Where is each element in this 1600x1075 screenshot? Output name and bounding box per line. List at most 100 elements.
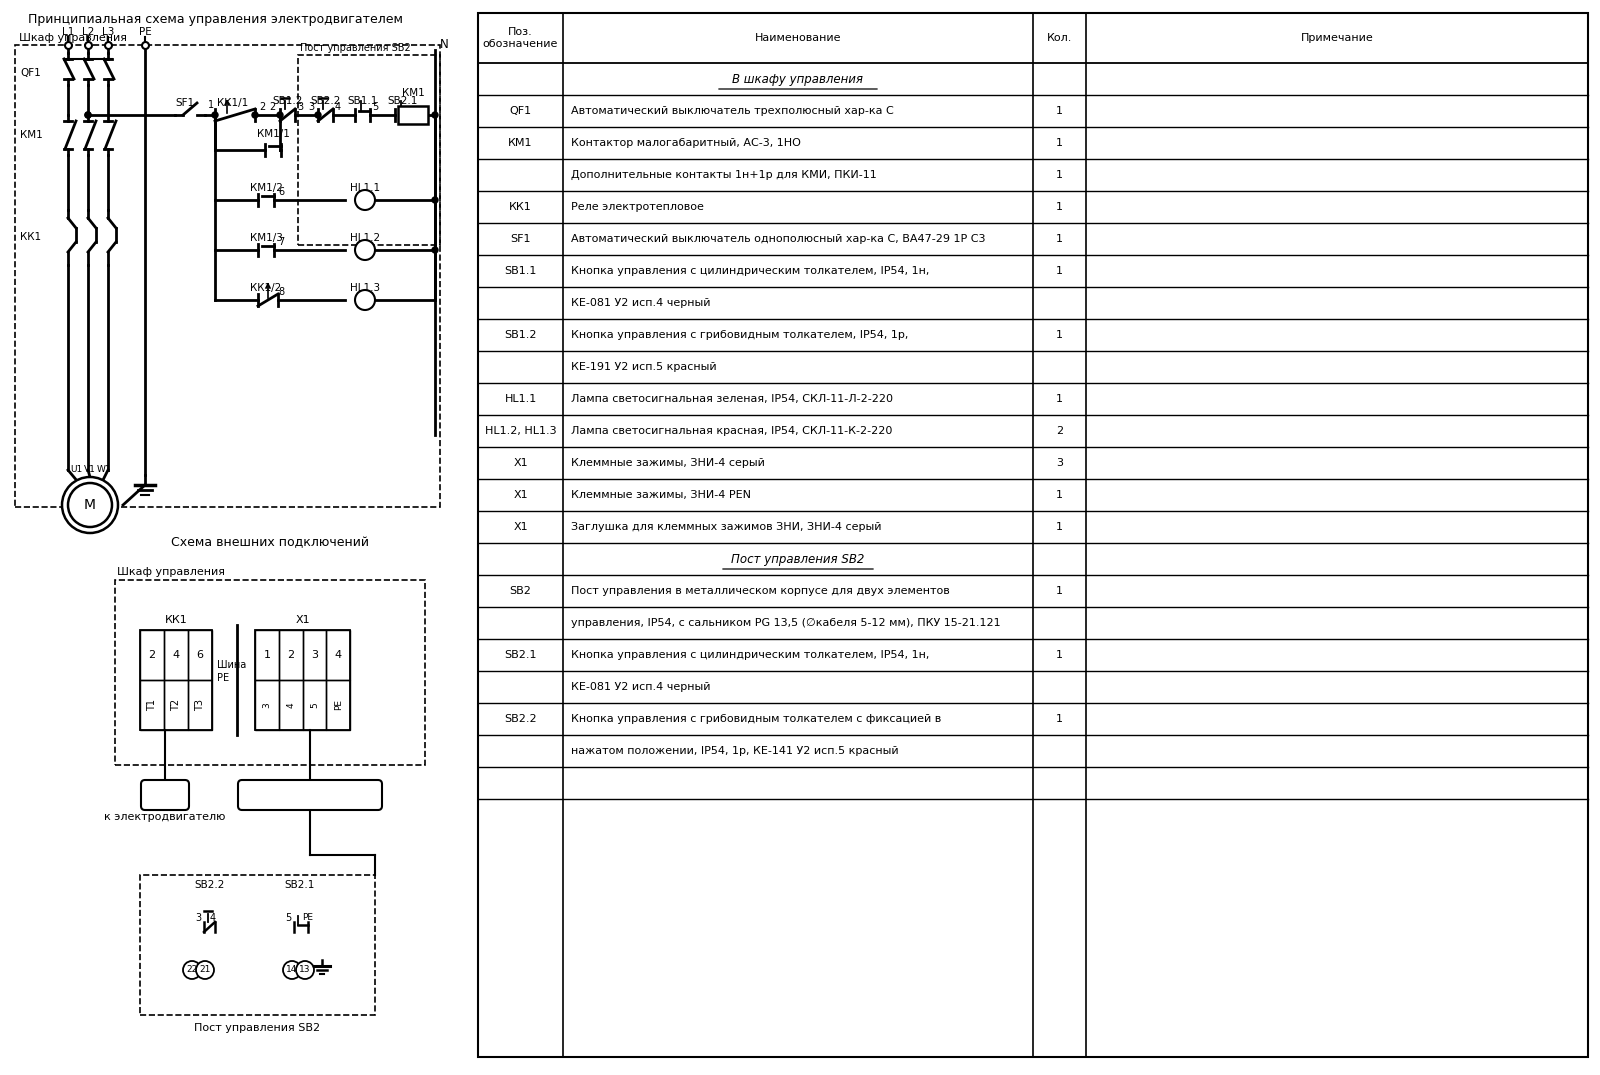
Text: Клеммные зажимы, ЗНИ-4 серый: Клеммные зажимы, ЗНИ-4 серый: [571, 458, 765, 468]
Text: L1: L1: [62, 27, 74, 37]
Text: 1: 1: [1056, 266, 1062, 276]
Text: Шкаф управления: Шкаф управления: [117, 567, 226, 577]
Text: 21: 21: [200, 965, 211, 975]
Text: HL1.2: HL1.2: [350, 233, 381, 243]
Text: HL1.1: HL1.1: [350, 183, 381, 193]
Bar: [141, 875, 374, 1015]
Text: SB1.1: SB1.1: [347, 96, 378, 106]
Text: SB1.1: SB1.1: [504, 266, 536, 276]
Text: Пост управления в металлическом корпусе для двух элементов: Пост управления в металлическом корпусе …: [571, 586, 950, 596]
Bar: [302, 630, 326, 680]
Text: 4: 4: [210, 913, 216, 923]
Bar: [115, 580, 426, 765]
Text: Кол.: Кол.: [1046, 33, 1072, 43]
Text: 7: 7: [278, 236, 285, 247]
Text: 1: 1: [208, 100, 214, 110]
Text: Клеммные зажимы, ЗНИ-4 PEN: Клеммные зажимы, ЗНИ-4 PEN: [571, 490, 750, 500]
Text: SB2.1: SB2.1: [387, 96, 418, 106]
Text: SF1: SF1: [510, 234, 531, 244]
Text: X1: X1: [514, 458, 528, 468]
Bar: [189, 680, 211, 730]
Text: Наименование: Наименование: [755, 33, 842, 43]
Text: Заглушка для клеммных зажимов ЗНИ, ЗНИ-4 серый: Заглушка для клеммных зажимов ЗНИ, ЗНИ-4…: [571, 522, 882, 532]
Text: 5: 5: [310, 702, 318, 707]
Bar: [398, 106, 429, 124]
Text: N: N: [440, 39, 448, 52]
Text: Автоматический выключатель однополюсный хар-ка С, ВА47-29 1Р С3: Автоматический выключатель однополюсный …: [571, 234, 986, 244]
Text: SB2.2: SB2.2: [195, 880, 226, 890]
Bar: [326, 630, 350, 680]
Text: SB1.2: SB1.2: [504, 330, 536, 340]
Text: 1: 1: [1056, 330, 1062, 340]
Text: X1: X1: [294, 615, 310, 625]
Text: 6: 6: [197, 650, 203, 660]
Text: Шкаф управления: Шкаф управления: [19, 33, 126, 43]
Text: V1: V1: [85, 464, 96, 473]
Bar: [254, 630, 350, 730]
Text: SB2.2: SB2.2: [504, 714, 538, 723]
FancyBboxPatch shape: [141, 780, 189, 809]
Bar: [141, 630, 211, 730]
Text: SB2.1: SB2.1: [285, 880, 315, 890]
Text: SB2.1: SB2.1: [504, 650, 536, 660]
Text: Пост управления SB2: Пост управления SB2: [301, 43, 411, 53]
Bar: [298, 55, 440, 245]
Text: КК1: КК1: [165, 615, 187, 625]
Circle shape: [62, 477, 118, 533]
Circle shape: [355, 190, 374, 210]
Circle shape: [283, 961, 301, 979]
Text: L2: L2: [82, 27, 94, 37]
Text: T3: T3: [195, 699, 205, 711]
Circle shape: [296, 961, 314, 979]
Text: Кнопка управления с грибовидным толкателем с фиксацией в: Кнопка управления с грибовидным толкател…: [571, 714, 941, 723]
Bar: [326, 680, 350, 730]
Text: QF1: QF1: [19, 68, 40, 78]
Text: HL1.3: HL1.3: [350, 283, 381, 293]
Text: 2: 2: [270, 102, 277, 112]
Text: КЕ-081 У2 исп.4 черный: КЕ-081 У2 исп.4 черный: [571, 298, 710, 309]
Text: 4: 4: [173, 650, 179, 660]
Text: SF1: SF1: [176, 98, 195, 108]
Text: Автоматический выключатель трехполюсный хар-ка С: Автоматический выключатель трехполюсный …: [571, 106, 894, 116]
Bar: [302, 680, 326, 730]
Text: PE: PE: [139, 27, 152, 37]
Text: 2: 2: [149, 650, 155, 660]
Bar: [254, 680, 278, 730]
Text: 2: 2: [1056, 426, 1062, 436]
Text: Шина: Шина: [218, 660, 246, 670]
Text: КЕ-081 У2 исп.4 черный: КЕ-081 У2 исп.4 черный: [571, 682, 710, 692]
Text: КМ1/2: КМ1/2: [250, 183, 283, 193]
Bar: [141, 630, 165, 680]
Circle shape: [182, 961, 202, 979]
Text: T2: T2: [171, 699, 181, 711]
Text: W1: W1: [96, 464, 112, 473]
Text: M: M: [83, 498, 96, 512]
Text: Поз.
обозначение: Поз. обозначение: [483, 27, 558, 48]
Text: 8: 8: [278, 287, 285, 297]
Circle shape: [355, 240, 374, 260]
Text: 1: 1: [1056, 490, 1062, 500]
Text: Кнопка управления с цилиндрическим толкателем, IP54, 1н,: Кнопка управления с цилиндрическим толка…: [571, 650, 930, 660]
Text: 3: 3: [307, 102, 314, 112]
Text: Пост управления SB2: Пост управления SB2: [195, 1023, 320, 1033]
Circle shape: [315, 112, 322, 118]
Text: Реле электротепловое: Реле электротепловое: [571, 202, 704, 212]
Text: X1: X1: [514, 490, 528, 500]
Text: 1: 1: [1056, 138, 1062, 148]
Bar: [478, 13, 1587, 1057]
Circle shape: [85, 112, 91, 118]
Text: SB1.2: SB1.2: [274, 96, 302, 106]
Text: 1: 1: [1056, 522, 1062, 532]
Circle shape: [355, 290, 374, 310]
FancyBboxPatch shape: [238, 780, 382, 809]
Text: 1: 1: [1056, 202, 1062, 212]
Text: Лампа светосигнальная зеленая, IP54, СКЛ-11-Л-2-220: Лампа светосигнальная зеленая, IP54, СКЛ…: [571, 395, 893, 404]
Text: PE: PE: [334, 700, 342, 711]
Text: Пост управления SB2: Пост управления SB2: [731, 553, 864, 565]
Text: X1: X1: [514, 522, 528, 532]
Text: КК1: КК1: [509, 202, 531, 212]
Circle shape: [432, 197, 438, 203]
Text: SB2: SB2: [509, 586, 531, 596]
Text: 5: 5: [371, 102, 378, 112]
Text: Схема внешних подключений: Схема внешних подключений: [171, 536, 370, 549]
